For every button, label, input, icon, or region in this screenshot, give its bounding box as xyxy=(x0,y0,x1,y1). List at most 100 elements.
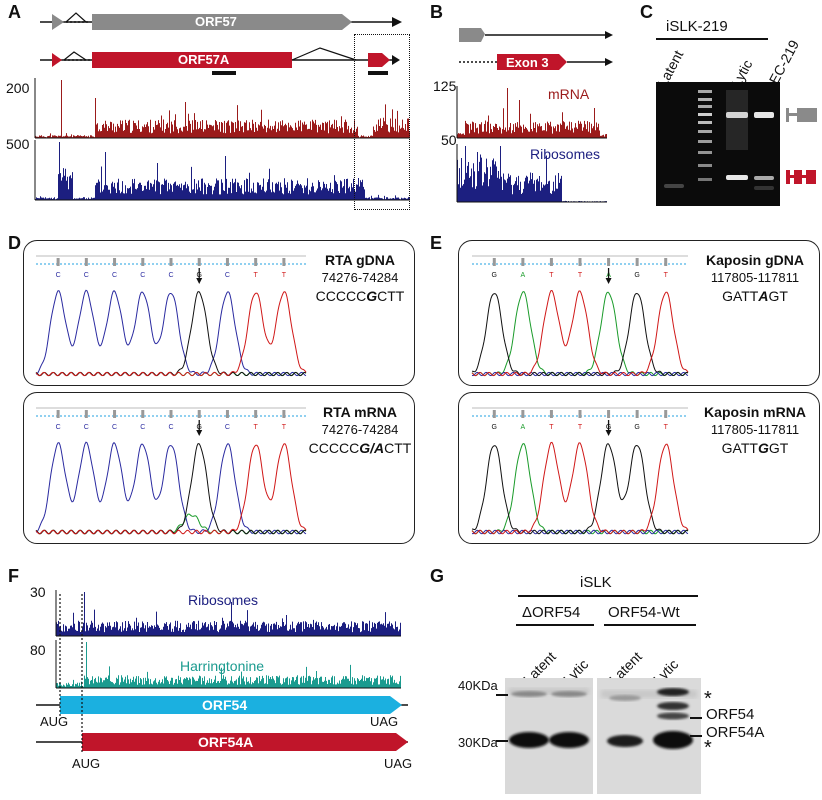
svg-text:G: G xyxy=(634,424,639,431)
svg-text:A: A xyxy=(521,272,526,279)
panel-label-e: E xyxy=(430,233,443,253)
svg-text:C: C xyxy=(225,424,230,431)
svg-text:T: T xyxy=(254,424,259,431)
rta-gdna-coords: 74276-74284 xyxy=(321,270,399,285)
kaposin-gdna-title: Kaposin gDNA xyxy=(706,252,804,268)
svg-text:T: T xyxy=(549,272,554,279)
rta-mrna-box xyxy=(23,392,415,544)
exon3-label: Exon 3 xyxy=(506,55,549,70)
panel-b-mrna-label: mRNA xyxy=(548,86,590,102)
panel-g-bracket-1 xyxy=(516,624,594,626)
orf54-band-tick xyxy=(690,717,702,719)
panel-label-f: F xyxy=(8,566,19,586)
rta-mrna-coords: 74276-74284 xyxy=(321,422,399,437)
panel-label-a: A xyxy=(8,2,21,22)
svg-text:T: T xyxy=(282,424,287,431)
svg-text:T: T xyxy=(664,272,669,279)
agarose-gel xyxy=(656,82,780,206)
svg-text:G: G xyxy=(492,424,497,431)
svg-text:T: T xyxy=(578,272,583,279)
svg-text:G: G xyxy=(634,272,639,279)
svg-text:C: C xyxy=(84,424,89,431)
svg-text:T: T xyxy=(254,272,259,279)
uag-label-2: UAG xyxy=(384,756,413,771)
panel-label-d: D xyxy=(8,233,21,253)
svg-text:C: C xyxy=(140,424,145,431)
band-orf54a: ORF54A xyxy=(706,724,765,741)
svg-text:C: C xyxy=(84,272,89,279)
orf54a-band-tick xyxy=(690,735,702,737)
panel-label-g: G xyxy=(430,566,445,586)
orf54-label: ORF54 xyxy=(202,697,248,713)
rta-gdna-chromatogram: CCCCCGCTT xyxy=(35,255,307,377)
zoom-box xyxy=(354,34,410,210)
star-upper: * xyxy=(704,688,712,710)
svg-text:C: C xyxy=(168,272,173,279)
aug-label-2: AUG xyxy=(72,756,101,771)
orf54a-label: ORF54A xyxy=(198,734,254,750)
svg-text:T: T xyxy=(549,424,554,431)
panel-f-ribosomes-label: Ribosomes xyxy=(188,592,259,608)
kaposin-mrna-box xyxy=(458,392,820,544)
svg-text:T: T xyxy=(282,272,287,279)
panel-f-gene-models xyxy=(36,594,408,754)
panel-f-ymax-harr: 80 xyxy=(30,642,46,658)
rta-gdna-title: RTA gDNA xyxy=(325,252,395,268)
rta-mrna-chromatogram: CCCCCGCTT xyxy=(35,407,307,535)
panel-b-gene-models xyxy=(459,28,613,70)
peptide-bar-1 xyxy=(212,71,236,75)
svg-text:C: C xyxy=(225,272,230,279)
svg-text:C: C xyxy=(56,272,61,279)
kaposin-gdna-box xyxy=(458,240,820,386)
rta-mrna-title: RTA mRNA xyxy=(323,404,397,420)
panel-a-coverage xyxy=(34,78,410,201)
kaposin-mrna-coords: 117805-117811 xyxy=(710,422,800,437)
panel-c-bracket xyxy=(656,38,768,40)
panel-b-ymax-mrna: 125 xyxy=(433,78,457,94)
panel-b-ymax-ribo: 50 xyxy=(441,132,457,148)
panel-f-coverage xyxy=(55,590,401,689)
panel-f-ymax-ribo: 30 xyxy=(30,584,46,600)
panel-a-ymax-mrna: 200 xyxy=(6,80,30,96)
svg-text:A: A xyxy=(521,424,526,431)
gel-product-icons xyxy=(786,108,817,184)
panel-b-coverage xyxy=(456,86,607,203)
svg-text:C: C xyxy=(140,272,145,279)
kaposin-gdna-seq: GATTAGT xyxy=(722,288,788,304)
svg-text:T: T xyxy=(664,424,669,431)
star-lower: * xyxy=(704,737,712,759)
panel-g-cell-line: iSLK xyxy=(580,574,612,591)
panel-label-c: C xyxy=(640,2,653,22)
panel-c-cell-line: iSLK-219 xyxy=(666,18,728,35)
kaposin-gdna-chromatogram: GATTAGT xyxy=(471,255,689,377)
panel-f-harringtonine-label: Harringtonine xyxy=(180,658,265,674)
kaposin-mrna-chromatogram: GATTGGT xyxy=(471,407,689,535)
group-label-orf54wt: ORF54-Wt xyxy=(608,604,680,621)
panel-label-b: B xyxy=(430,2,443,22)
rta-mrna-seq: CCCCCG/ACTT xyxy=(308,440,412,456)
rta-gdna-seq: CCCCCGCTT xyxy=(315,288,405,304)
svg-text:C: C xyxy=(112,424,117,431)
western-blot xyxy=(505,678,701,794)
panel-a-gene-models xyxy=(40,12,402,68)
group-label-deltaorf54: ΔORF54 xyxy=(522,604,581,621)
panel-b-ribosomes-label: Ribosomes xyxy=(530,146,601,162)
orf57a-label: ORF57A xyxy=(178,52,230,67)
aug-label-1: AUG xyxy=(40,714,69,729)
kaposin-mrna-title: Kaposin mRNA xyxy=(704,404,806,420)
mw-30kda-tick xyxy=(496,740,508,742)
svg-text:C: C xyxy=(168,424,173,431)
mw-30kda: 30KDa xyxy=(458,735,498,750)
uag-label-1: UAG xyxy=(370,714,399,729)
orf57-label: ORF57 xyxy=(195,14,237,29)
svg-text:G: G xyxy=(492,272,497,279)
svg-text:C: C xyxy=(112,272,117,279)
kaposin-gdna-coords: 117805-117811 xyxy=(710,270,800,285)
mw-40kda: 40KDa xyxy=(458,678,498,693)
svg-text:C: C xyxy=(56,424,61,431)
mw-40kda-tick xyxy=(496,694,508,696)
panel-a-ymax-ribo: 500 xyxy=(6,136,30,152)
panel-g-bracket-2 xyxy=(604,624,696,626)
kaposin-mrna-seq: GATTGGT xyxy=(721,440,789,456)
svg-text:T: T xyxy=(578,424,583,431)
